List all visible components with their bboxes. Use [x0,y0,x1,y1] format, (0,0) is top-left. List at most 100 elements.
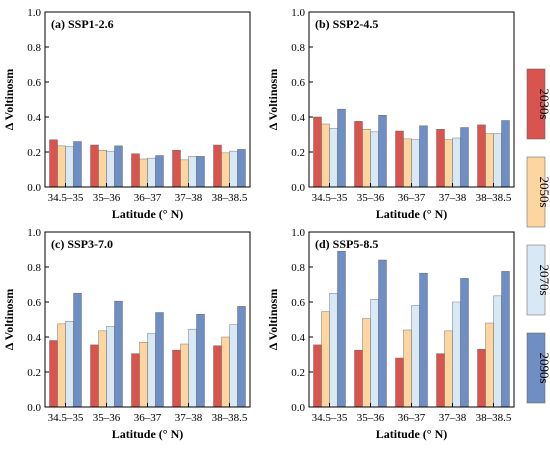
bar-2030s-37–38 [172,150,181,188]
x-tick-label: 34.5–35 [312,412,348,424]
y-tick-label: 1.0 [27,7,41,19]
x-tick-label: 35–36 [357,192,385,204]
legend-swatch-2070s [526,244,546,316]
bar-2030s-34.5–35 [49,139,58,188]
chart-panel-4: 0.0 0.2 0.4 0.6 0.8 1.0 34.5–35 35–36 36–37 37–38… [266,227,515,441]
x-tick-label: 34.5–35 [48,412,84,424]
x-tick-label: 38–38.5 [212,412,248,424]
bar-2090s-36–37 [155,312,164,408]
bar-2050s-34.5–35 [321,123,330,188]
bar-2030s-36–37 [131,153,140,188]
legend-label: 2030s [537,88,550,119]
bar-2050s-37–38 [180,343,189,408]
bar-2070s-36–37 [411,305,420,408]
x-axis-title: Latitude (° N) [112,427,183,441]
bar-2050s-34.5–35 [57,323,66,408]
y-tick-label: 0.2 [27,367,41,379]
bar-2030s-38–38.5 [213,345,222,408]
y-tick-label: 0.8 [291,42,305,54]
y-tick-label: 1.0 [291,7,305,19]
y-tick-label: 0.0 [27,182,41,194]
x-tick-label: 35–36 [93,192,121,204]
bar-2090s-34.5–35 [73,141,82,188]
bar-2090s-35–36 [378,259,387,408]
y-tick-label: 0.6 [27,297,41,309]
x-tick-label: 37–38 [439,192,467,204]
chart-panel-2: 0.0 0.2 0.4 0.6 0.8 1.0 34.5–35 35–36 36–37 37–38… [266,7,515,221]
bar-2090s-34.5–35 [337,108,346,188]
y-tick-label: 0.6 [291,297,305,309]
bar-2090s-37–38 [196,156,205,188]
bar-2030s-34.5–35 [49,340,58,408]
panel-title: (c) SSP3-7.0 [51,237,113,251]
bar-2030s-35–36 [354,121,363,188]
bar-2030s-38–38.5 [213,144,222,188]
x-tick-label: 34.5–35 [48,192,84,204]
bar-2090s-38–38.5 [501,271,510,408]
bar-2090s-37–38 [460,278,469,408]
bar-2050s-35–36 [98,150,107,188]
bar-2070s-37–38 [452,301,461,408]
bar-2090s-35–36 [114,300,123,408]
x-tick-label: 37–38 [175,412,203,424]
y-tick-label: 0.4 [27,112,41,124]
bar-2070s-36–37 [147,157,156,188]
bar-2050s-38–38.5 [221,336,230,408]
y-tick-label: 0.8 [27,262,41,274]
y-tick-label: 0.4 [291,112,305,124]
bar-2070s-34.5–35 [329,128,338,188]
bar-2050s-35–36 [362,129,371,188]
chart-panel-1: 0.0 0.2 0.4 0.6 0.8 1.0 34.5–35 35–36 36–37 37–38… [2,7,251,221]
bar-2050s-38–38.5 [485,133,494,188]
y-tick-label: 0.2 [291,367,305,379]
bar-2090s-38–38.5 [237,149,246,188]
bar-2030s-34.5–35 [313,344,322,408]
bar-2030s-35–36 [354,349,363,408]
plot-frame [44,231,251,408]
y-tick-label: 0.6 [291,77,305,89]
bar-2030s-37–38 [436,353,445,408]
bar-2090s-34.5–35 [73,293,82,408]
y-axis-title: Δ Voltinosm [2,69,16,130]
x-tick-label: 36–37 [134,192,162,204]
bar-2050s-36–37 [139,158,148,188]
bar-2070s-37–38 [452,137,461,188]
bar-2050s-38–38.5 [221,152,230,188]
y-tick-label: 0.0 [291,402,305,414]
y-tick-label: 1.0 [291,227,305,239]
chart-panel-3: 0.0 0.2 0.4 0.6 0.8 1.0 34.5–35 35–36 36–37 37–38… [2,227,251,441]
x-tick-label: 37–38 [175,192,203,204]
bar-2030s-36–37 [395,130,404,188]
bar-2030s-36–37 [131,353,140,408]
y-tick-label: 0.8 [291,262,305,274]
bar-2070s-35–36 [370,299,379,408]
bar-2090s-38–38.5 [501,120,510,188]
bar-2070s-35–36 [106,150,115,188]
bar-2030s-36–37 [395,357,404,408]
bar-2050s-35–36 [98,330,107,408]
bar-2070s-37–38 [188,156,197,188]
bar-2090s-35–36 [378,115,387,188]
bar-2090s-35–36 [114,145,123,188]
y-tick-label: 0.4 [27,332,41,344]
x-tick-label: 35–36 [357,412,385,424]
bar-2030s-38–38.5 [477,124,486,188]
bar-2050s-36–37 [403,329,412,408]
bar-2030s-38–38.5 [477,349,486,408]
y-tick-label: 0.4 [291,332,305,344]
bar-2070s-35–36 [106,326,115,408]
bar-2030s-35–36 [90,344,99,408]
bar-2050s-37–38 [444,330,453,408]
y-tick-label: 0.6 [27,77,41,89]
y-tick-label: 0.0 [27,402,41,414]
x-axis-title: Latitude (° N) [112,207,183,221]
bar-2090s-36–37 [419,125,428,188]
x-tick-label: 34.5–35 [312,192,348,204]
bar-2050s-37–38 [180,159,189,188]
x-axis-title: Latitude (° N) [376,207,447,221]
bar-2070s-34.5–35 [329,293,338,408]
x-tick-label: 35–36 [93,412,121,424]
legend-swatch-2030s [526,68,546,140]
bar-2050s-34.5–35 [57,145,66,188]
